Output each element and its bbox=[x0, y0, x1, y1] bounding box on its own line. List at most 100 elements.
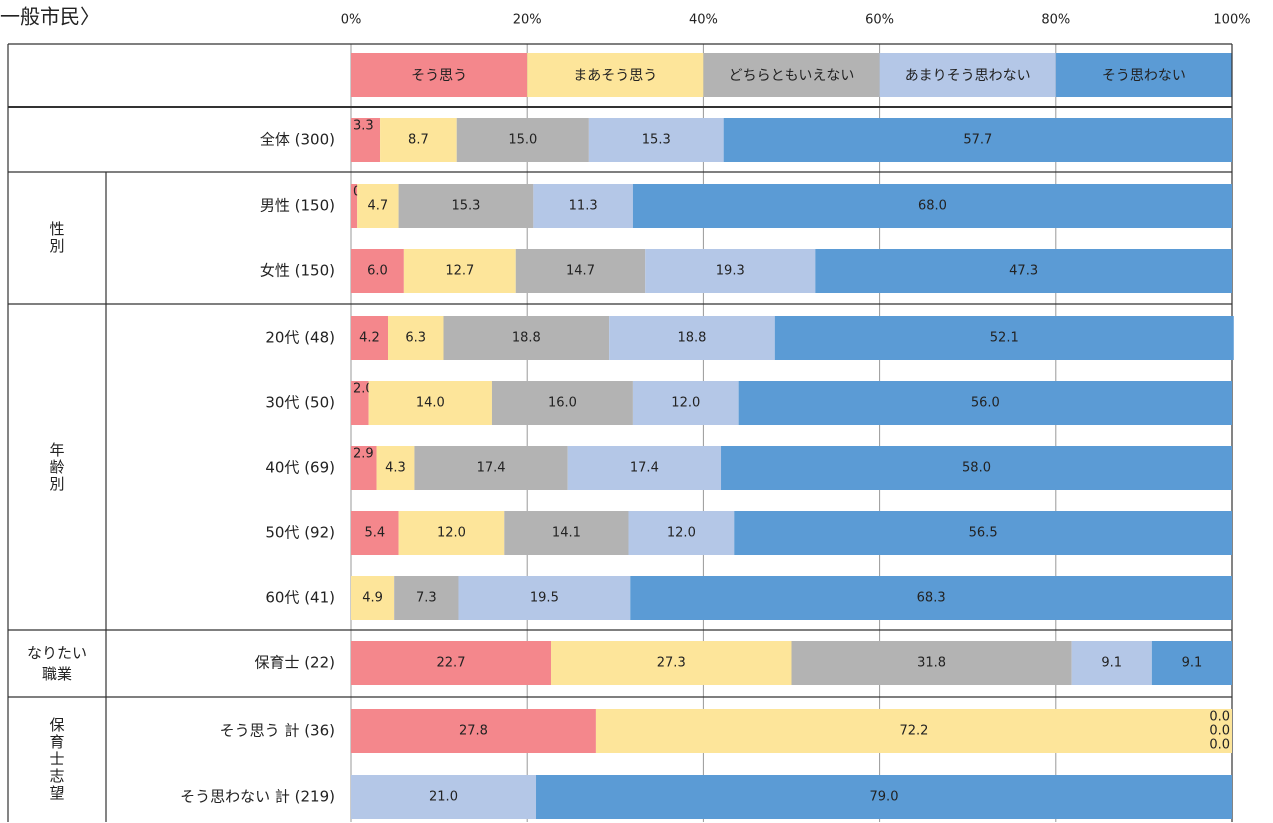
bar-segment bbox=[368, 381, 492, 425]
bar-segment bbox=[351, 641, 551, 685]
x-tick-label: 0% bbox=[341, 13, 362, 28]
legend-label: どちらともいえない bbox=[729, 68, 855, 84]
bar-segment bbox=[609, 316, 775, 360]
bar-segment bbox=[351, 249, 404, 293]
bar-segment bbox=[388, 316, 444, 360]
bar-segment bbox=[351, 709, 596, 753]
value-label: 56.0 bbox=[971, 396, 1000, 411]
bar-segment bbox=[533, 184, 633, 228]
bar-segment bbox=[588, 118, 724, 162]
value-label: 14.7 bbox=[566, 264, 595, 279]
value-label: 12.0 bbox=[437, 526, 466, 541]
value-label: 56.5 bbox=[969, 526, 998, 541]
bar-segment bbox=[628, 511, 735, 555]
legend-swatch bbox=[879, 53, 1056, 97]
bar-segment bbox=[536, 775, 1232, 819]
value-label: 79.0 bbox=[870, 790, 899, 805]
value-label: 0.0 bbox=[1209, 710, 1230, 725]
x-tick-label: 80% bbox=[1041, 13, 1070, 28]
group-label: 性別 bbox=[47, 221, 66, 255]
bar-segment bbox=[456, 118, 589, 162]
value-label: 2.0 bbox=[353, 382, 374, 397]
bar-segment bbox=[414, 446, 568, 490]
row-label: 40代 (69) bbox=[265, 459, 335, 477]
bar-segment bbox=[567, 446, 722, 490]
value-label: 11.3 bbox=[569, 199, 598, 214]
x-tick-label: 40% bbox=[689, 13, 718, 28]
value-label: 4.3 bbox=[385, 461, 406, 476]
bar-segment bbox=[443, 316, 610, 360]
bar-segment bbox=[351, 184, 358, 228]
bar-segment bbox=[351, 576, 395, 620]
bar-segment bbox=[351, 775, 537, 819]
group-label: 年齢別 bbox=[47, 441, 66, 493]
bar-segment bbox=[630, 576, 1232, 620]
value-label: 15.0 bbox=[508, 133, 537, 148]
value-label: 2.9 bbox=[353, 447, 374, 462]
value-label: 12.0 bbox=[667, 526, 696, 541]
value-label: 4.7 bbox=[368, 199, 389, 214]
legend-swatch bbox=[703, 53, 880, 97]
value-label: 9.1 bbox=[1101, 656, 1122, 671]
value-label: 72.2 bbox=[899, 724, 928, 739]
row-label: 50代 (92) bbox=[265, 524, 335, 542]
legend-swatch bbox=[527, 53, 704, 97]
value-label: 27.8 bbox=[459, 724, 488, 739]
value-label: 52.1 bbox=[990, 331, 1019, 346]
bar-segment bbox=[351, 118, 381, 162]
bar-segment bbox=[504, 511, 629, 555]
value-label: 5.4 bbox=[364, 526, 385, 541]
value-label: 14.0 bbox=[416, 396, 445, 411]
bar-segment bbox=[774, 316, 1234, 360]
bar-segment bbox=[1151, 641, 1232, 685]
row-label: 保育士 (22) bbox=[254, 654, 335, 672]
row-label: 20代 (48) bbox=[265, 329, 335, 347]
value-label: 7.3 bbox=[416, 591, 437, 606]
row-label: 女性 (150) bbox=[260, 262, 335, 280]
bar-segment bbox=[398, 511, 505, 555]
bar-segment bbox=[491, 381, 633, 425]
legend-label: まあそう思う bbox=[573, 68, 657, 84]
legend-label: あまりそう思わない bbox=[905, 68, 1031, 84]
x-tick-label: 60% bbox=[865, 13, 894, 28]
bar-segment bbox=[351, 446, 377, 490]
bar-segment bbox=[351, 381, 369, 425]
value-label: 47.3 bbox=[1009, 264, 1038, 279]
value-label: 58.0 bbox=[962, 461, 991, 476]
legend-swatch bbox=[1055, 53, 1232, 97]
bar-segment bbox=[394, 576, 459, 620]
bar-segment bbox=[738, 381, 1232, 425]
value-label: 21.0 bbox=[429, 790, 458, 805]
value-label: 57.7 bbox=[963, 133, 992, 148]
row-label: 60代 (41) bbox=[265, 589, 335, 607]
value-label: 18.8 bbox=[677, 331, 706, 346]
legend-label: そう思わない bbox=[1102, 68, 1186, 84]
bar-segment bbox=[515, 249, 646, 293]
row-label: そう思う 計 (36) bbox=[220, 722, 335, 740]
value-label: 16.0 bbox=[548, 396, 577, 411]
value-label: 22.7 bbox=[437, 656, 466, 671]
bar-segment bbox=[403, 249, 516, 293]
value-label: 68.0 bbox=[918, 199, 947, 214]
bar-segment bbox=[721, 446, 1232, 490]
bar-segment bbox=[632, 184, 1232, 228]
value-label: 27.3 bbox=[657, 656, 686, 671]
value-label: 6.0 bbox=[367, 264, 388, 279]
row-label: 30代 (50) bbox=[265, 394, 335, 412]
value-label: 6.3 bbox=[405, 331, 426, 346]
value-label: 19.3 bbox=[716, 264, 745, 279]
bar-segment bbox=[357, 184, 399, 228]
bar-segment bbox=[595, 709, 1232, 753]
bar-segment bbox=[376, 446, 415, 490]
value-label: 31.8 bbox=[917, 656, 946, 671]
value-label: 0.0 bbox=[1209, 724, 1230, 739]
value-label: 14.1 bbox=[552, 526, 581, 541]
value-label: 4.9 bbox=[362, 591, 383, 606]
bar-segment bbox=[815, 249, 1232, 293]
value-label: 15.3 bbox=[451, 199, 480, 214]
bar-segment bbox=[351, 316, 389, 360]
value-label: 18.8 bbox=[512, 331, 541, 346]
bar-segment bbox=[351, 511, 399, 555]
